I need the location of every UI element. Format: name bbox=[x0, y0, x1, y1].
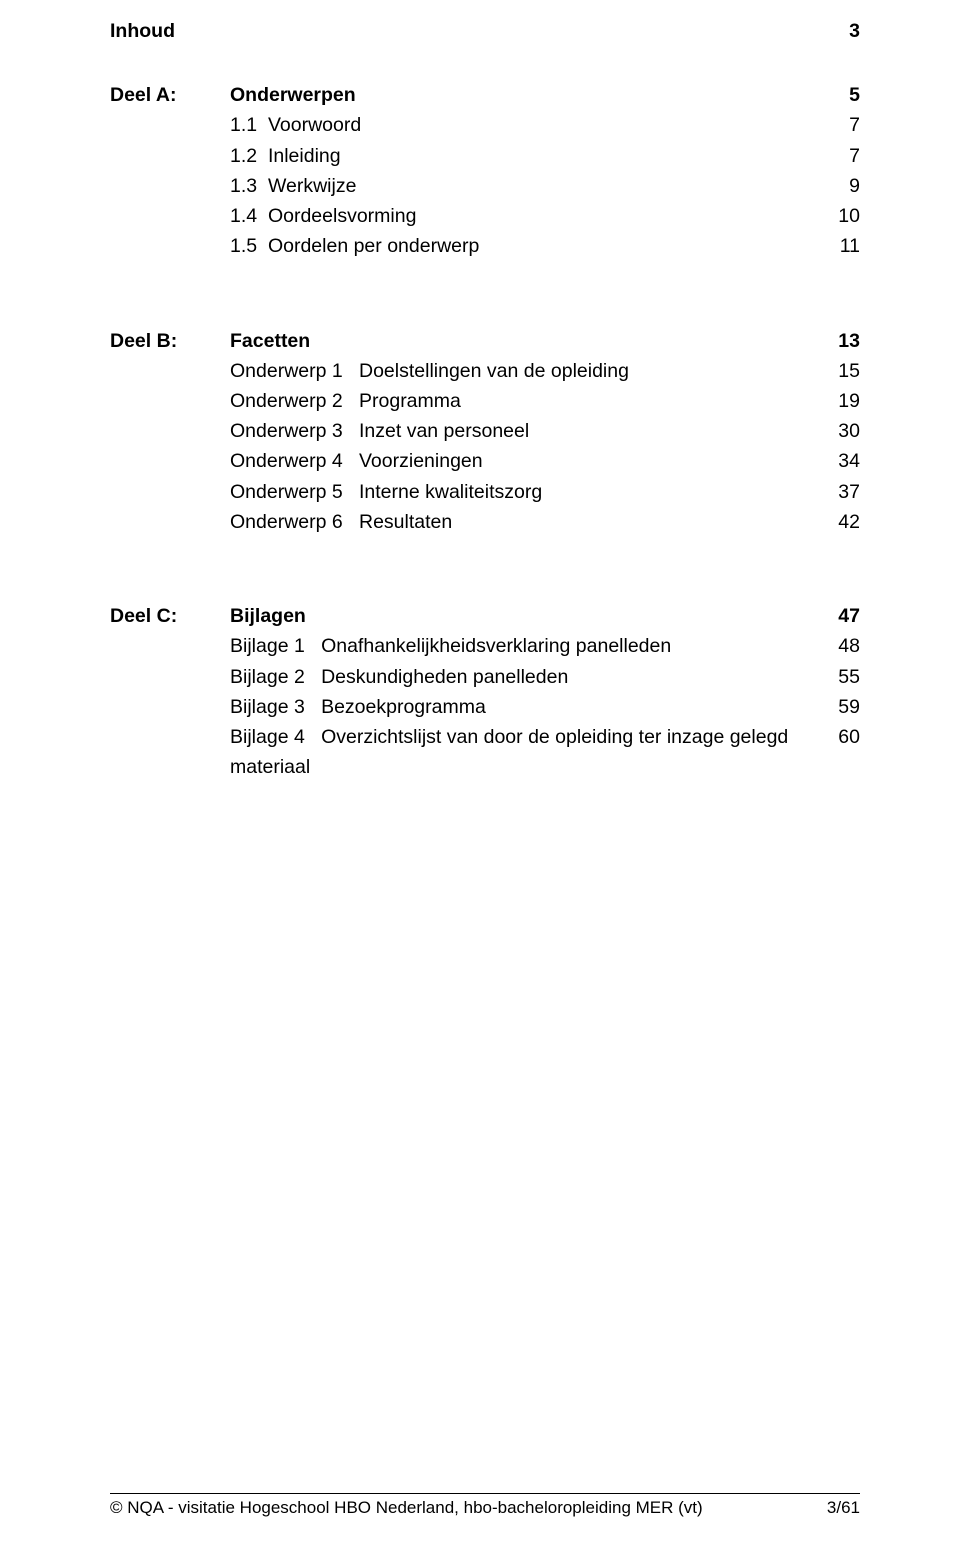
entry-page: 11 bbox=[812, 231, 860, 261]
entry-prefix: Onderwerp 5 bbox=[230, 481, 343, 503]
toc-entry: Onderwerp 3 Inzet van personeel 30 bbox=[110, 416, 860, 446]
toc-entry-text: Onderwerp 2 Programma bbox=[230, 386, 812, 416]
toc-entry-text: Onderwerp 4 Voorzieningen bbox=[230, 446, 812, 476]
toc-entry-text: 1.5 Oordelen per onderwerp bbox=[230, 231, 812, 261]
entry-label: Onafhankelijkheidsverklaring panelleden bbox=[321, 635, 671, 657]
entry-prefix: Onderwerp 1 bbox=[230, 360, 343, 382]
entry-prefix: Onderwerp 2 bbox=[230, 390, 343, 412]
toc-entry: Bijlage 4 Overzichtslijst van door de op… bbox=[110, 722, 860, 782]
toc-entry-text: Bijlage 1 Onafhankelijkheidsverklaring p… bbox=[230, 631, 812, 661]
entry-label: Bezoekprogramma bbox=[321, 696, 486, 718]
page-content: Inhoud 3 Deel A: Onderwerpen 5 1.1 Voorw… bbox=[0, 0, 960, 782]
deel-b-page: 13 bbox=[812, 326, 860, 356]
entry-prefix: Bijlage 2 bbox=[230, 666, 305, 688]
deel-b-prefix: Deel B: bbox=[110, 326, 230, 356]
toc-entry-text: 1.2 Inleiding bbox=[230, 141, 812, 171]
entry-page: 10 bbox=[812, 201, 860, 231]
deel-c-prefix: Deel C: bbox=[110, 601, 230, 631]
deel-c-label: Bijlagen bbox=[230, 601, 812, 631]
entry-page: 15 bbox=[812, 356, 860, 386]
toc-entry: Bijlage 2 Deskundigheden panelleden 55 bbox=[110, 662, 860, 692]
deel-b-label: Facetten bbox=[230, 326, 812, 356]
deel-a-prefix: Deel A: bbox=[110, 80, 230, 110]
toc-entry-text: Onderwerp 5 Interne kwaliteitszorg bbox=[230, 477, 812, 507]
toc-entry-text: Bijlage 3 Bezoekprogramma bbox=[230, 692, 812, 722]
entry-label: Programma bbox=[359, 390, 461, 412]
entry-label: Resultaten bbox=[359, 511, 452, 533]
entry-page: 37 bbox=[812, 477, 860, 507]
entry-num: 1.1 bbox=[230, 114, 257, 136]
toc-entry-text: Bijlage 4 Overzichtslijst van door de op… bbox=[230, 722, 812, 782]
entry-label: Inzet van personeel bbox=[359, 420, 529, 442]
entry-page: 55 bbox=[812, 662, 860, 692]
entry-page: 60 bbox=[812, 722, 860, 752]
entry-page: 30 bbox=[812, 416, 860, 446]
entry-label: Doelstellingen van de opleiding bbox=[359, 360, 629, 382]
footer-left: © NQA - visitatie Hogeschool HBO Nederla… bbox=[110, 1498, 703, 1518]
deel-a-label: Onderwerpen bbox=[230, 80, 812, 110]
entry-label: Interne kwaliteitszorg bbox=[359, 481, 542, 503]
entry-label: Overzichtslijst van door de opleiding te… bbox=[230, 726, 788, 778]
entry-page: 34 bbox=[812, 446, 860, 476]
deel-c-page: 47 bbox=[812, 601, 860, 631]
toc-entry-text: Onderwerp 6 Resultaten bbox=[230, 507, 812, 537]
toc-entry: Bijlage 3 Bezoekprogramma 59 bbox=[110, 692, 860, 722]
entry-num: 1.3 bbox=[230, 175, 257, 197]
entry-prefix: Bijlage 3 bbox=[230, 696, 305, 718]
entry-label: Werkwijze bbox=[268, 175, 356, 197]
entry-page: 7 bbox=[812, 110, 860, 140]
toc-entry: 1.1 Voorwoord 7 bbox=[110, 110, 860, 140]
toc-entry: Onderwerp 6 Resultaten 42 bbox=[110, 507, 860, 537]
entry-prefix: Onderwerp 3 bbox=[230, 420, 343, 442]
entry-num: 1.5 bbox=[230, 235, 257, 257]
page-footer: © NQA - visitatie Hogeschool HBO Nederla… bbox=[110, 1493, 860, 1518]
toc-entry-text: Onderwerp 3 Inzet van personeel bbox=[230, 416, 812, 446]
toc-entry: Onderwerp 2 Programma 19 bbox=[110, 386, 860, 416]
entry-label: Voorwoord bbox=[268, 114, 361, 136]
deel-a-heading: Deel A: Onderwerpen 5 bbox=[110, 80, 860, 110]
entry-page: 42 bbox=[812, 507, 860, 537]
entry-label: Inleiding bbox=[268, 145, 341, 167]
deel-c-heading: Deel C: Bijlagen 47 bbox=[110, 601, 860, 631]
spacer bbox=[110, 46, 860, 80]
entry-num: 1.2 bbox=[230, 145, 257, 167]
entry-page: 48 bbox=[812, 631, 860, 661]
toc-entry-text: 1.1 Voorwoord bbox=[230, 110, 812, 140]
toc-entry-text: Onderwerp 1 Doelstellingen van de opleid… bbox=[230, 356, 812, 386]
entry-page: 59 bbox=[812, 692, 860, 722]
entry-prefix: Bijlage 4 bbox=[230, 726, 305, 748]
entry-num: 1.4 bbox=[230, 205, 257, 227]
spacer bbox=[110, 537, 860, 601]
toc-entry-text: 1.4 Oordeelsvorming bbox=[230, 201, 812, 231]
toc-entry: Onderwerp 1 Doelstellingen van de opleid… bbox=[110, 356, 860, 386]
entry-label: Deskundigheden panelleden bbox=[321, 666, 568, 688]
toc-title-label: Inhoud bbox=[110, 16, 230, 46]
toc-entry: Bijlage 1 Onafhankelijkheidsverklaring p… bbox=[110, 631, 860, 661]
deel-b-heading: Deel B: Facetten 13 bbox=[110, 326, 860, 356]
toc-entry: 1.2 Inleiding 7 bbox=[110, 141, 860, 171]
toc-entry: Onderwerp 4 Voorzieningen 34 bbox=[110, 446, 860, 476]
toc-entry: 1.4 Oordeelsvorming 10 bbox=[110, 201, 860, 231]
entry-label: Oordelen per onderwerp bbox=[268, 235, 479, 257]
entry-label: Voorzieningen bbox=[359, 450, 483, 472]
footer-right: 3/61 bbox=[827, 1498, 860, 1518]
toc-entry: Onderwerp 5 Interne kwaliteitszorg 37 bbox=[110, 477, 860, 507]
entry-prefix: Onderwerp 6 bbox=[230, 511, 343, 533]
entry-page: 7 bbox=[812, 141, 860, 171]
entry-label: Oordeelsvorming bbox=[268, 205, 416, 227]
toc-entry-text: Bijlage 2 Deskundigheden panelleden bbox=[230, 662, 812, 692]
toc-title-row: Inhoud 3 bbox=[110, 16, 860, 46]
spacer bbox=[110, 262, 860, 326]
entry-prefix: Bijlage 1 bbox=[230, 635, 305, 657]
entry-prefix: Onderwerp 4 bbox=[230, 450, 343, 472]
toc-title-page: 3 bbox=[812, 16, 860, 46]
toc-entry: 1.3 Werkwijze 9 bbox=[110, 171, 860, 201]
entry-page: 19 bbox=[812, 386, 860, 416]
toc-entry: 1.5 Oordelen per onderwerp 11 bbox=[110, 231, 860, 261]
toc-entry-text: 1.3 Werkwijze bbox=[230, 171, 812, 201]
entry-page: 9 bbox=[812, 171, 860, 201]
deel-a-page: 5 bbox=[812, 80, 860, 110]
